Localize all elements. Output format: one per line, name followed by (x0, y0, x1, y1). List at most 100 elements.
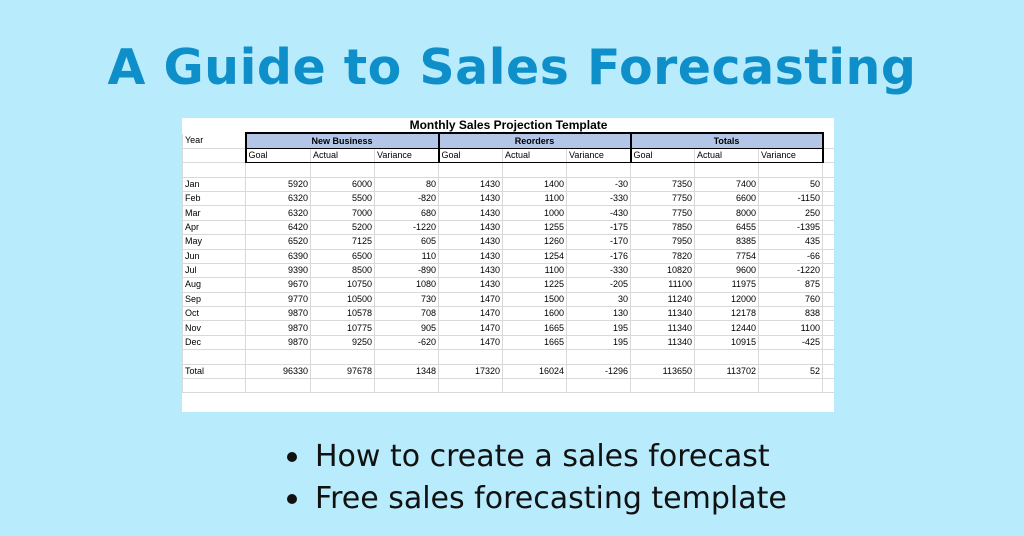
table-cell: -1220 (374, 219, 439, 236)
table-cell: 1430 (438, 234, 503, 250)
table-cell: 5500 (310, 190, 375, 207)
table-cell: 195 (566, 320, 631, 336)
table-cell: 1255 (502, 219, 567, 236)
row-label: Sep (182, 291, 246, 308)
year-label: Year (182, 132, 246, 149)
table-cell: 905 (374, 320, 439, 336)
table-cell: 838 (758, 306, 823, 322)
row-label: Total (182, 363, 246, 380)
table-row: Oct 9870 10578 708 1470 1600 130 11340 12178 838 (182, 306, 834, 322)
table-cell: 1225 (502, 277, 567, 293)
table-cell: 30 (566, 291, 631, 308)
table-cell: 11100 (630, 277, 695, 293)
table-cell: 1470 (438, 334, 503, 351)
bullet-text: How to create a sales forecast (315, 439, 770, 474)
table-cell: 1600 (502, 306, 567, 322)
blank-row (182, 162, 834, 178)
page-title: A Guide to Sales Forecasting (107, 39, 917, 96)
table-cell: 16024 (502, 363, 567, 380)
row-label: Dec (182, 334, 246, 351)
subheader-goal: Goal (629, 147, 695, 164)
subheader-actual: Actual (310, 147, 375, 164)
table-row: Jan 5920 6000 80 1430 1400 -30 7350 7400 50 (182, 176, 834, 192)
table-cell: 195 (566, 334, 631, 351)
table-cell: 6600 (694, 190, 759, 207)
table-row: Jun 6390 6500 110 1430 1254 -176 7820 7754 -66 (182, 248, 834, 264)
table-row: Apr 6420 5200 -1220 1430 1255 -175 7850 6455 -139… (182, 219, 834, 236)
table-row: Sep 9770 10500 730 1470 1500 30 11240 12000 760 (182, 291, 834, 308)
table-cell: 1470 (438, 306, 503, 322)
sheet-title: Monthly Sales Projection Template (409, 118, 608, 133)
table-cell: 680 (374, 205, 439, 221)
table-cell: 9870 (245, 306, 311, 322)
row-label: May (182, 234, 246, 250)
table-cell: 1254 (502, 248, 567, 264)
table-cell: 605 (374, 234, 439, 250)
table-cell: 7850 (630, 219, 695, 236)
table-cell: -205 (566, 277, 631, 293)
table-cell: -820 (374, 190, 439, 207)
table-cell: 6520 (245, 234, 311, 250)
table-cell: 1500 (502, 291, 567, 308)
table-cell: 113702 (694, 363, 759, 380)
table-cell: -425 (758, 334, 823, 351)
table-cell: 6500 (310, 248, 375, 264)
row-label: Jun (182, 248, 246, 264)
table-cell: 12440 (694, 320, 759, 336)
table-cell: 6420 (245, 219, 311, 236)
table-cell: -30 (566, 176, 631, 192)
table-cell: 52 (758, 363, 823, 380)
table-cell: 10820 (630, 262, 695, 279)
table-cell: 1430 (438, 205, 503, 221)
table-cell: 11975 (694, 277, 759, 293)
table-cell: -620 (374, 334, 439, 351)
group-header-totals: Totals (629, 132, 824, 149)
table-cell: 1100 (502, 262, 567, 279)
table-cell: -176 (566, 248, 631, 264)
table-cell: 250 (758, 205, 823, 221)
group-header-new-business: New Business (244, 132, 439, 149)
row-label: Nov (182, 320, 246, 336)
row-label: Jan (182, 176, 246, 192)
table-cell: 760 (758, 291, 823, 308)
table-cell: 9250 (310, 334, 375, 351)
table-row: May 6520 7125 605 1430 1260 -170 7950 8385 435 (182, 234, 834, 250)
table-cell: 1100 (758, 320, 823, 336)
table-cell: 9770 (245, 291, 311, 308)
table-cell: 9600 (694, 262, 759, 279)
table-cell: -330 (566, 190, 631, 207)
table-cell: 1400 (502, 176, 567, 192)
table-row: Jul 9390 8500 -890 1430 1100 -330 10820 9600 -122… (182, 262, 834, 279)
table-cell: 10578 (310, 306, 375, 322)
subheader-variance: Variance (566, 147, 631, 164)
spreadsheet-image: Monthly Sales Projection Template Year N… (182, 118, 834, 412)
table-cell: 8500 (310, 262, 375, 279)
row-label: Apr (182, 219, 246, 236)
table-cell: 9870 (245, 334, 311, 351)
table-cell: 1260 (502, 234, 567, 250)
table-cell: 8000 (694, 205, 759, 221)
table-cell: 1100 (502, 190, 567, 207)
table-cell: 10915 (694, 334, 759, 351)
table-cell: 1348 (374, 363, 439, 380)
table-cell: 7950 (630, 234, 695, 250)
table-cell: 12000 (694, 291, 759, 308)
table-cell: -1220 (758, 262, 823, 279)
table-row: Dec 9870 9250 -620 1470 1665 195 11340 10915 -425 (182, 334, 834, 351)
table-cell: 1430 (438, 190, 503, 207)
bullet-dot-icon (287, 494, 297, 504)
table-cell: 1665 (502, 320, 567, 336)
row-label: Jul (182, 262, 246, 279)
table-cell: -1296 (566, 363, 631, 380)
table-cell: -170 (566, 234, 631, 250)
table-cell: 1470 (438, 320, 503, 336)
table-cell: 130 (566, 306, 631, 322)
table-cell: 80 (374, 176, 439, 192)
subheader-goal: Goal (244, 147, 311, 164)
row-label: Aug (182, 277, 246, 293)
table-cell: 97678 (310, 363, 375, 380)
table-cell: 17320 (438, 363, 503, 380)
table-cell: 10775 (310, 320, 375, 336)
table-cell: 11340 (630, 306, 695, 322)
table-cell: 7400 (694, 176, 759, 192)
